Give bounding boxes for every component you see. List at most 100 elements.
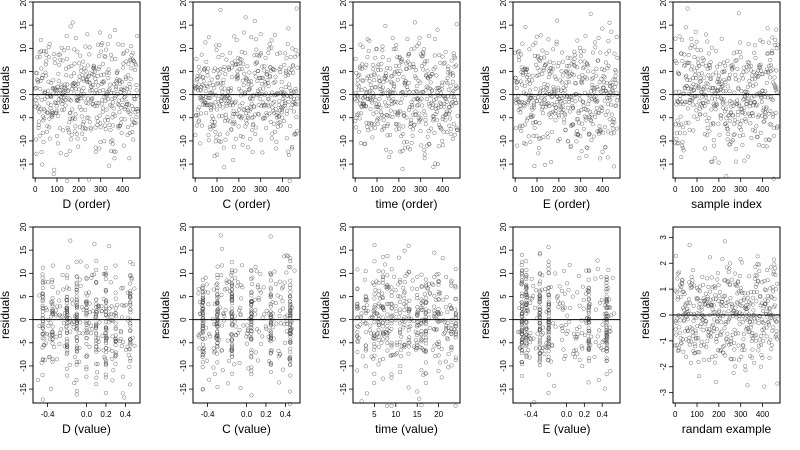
residual-point [378, 105, 383, 110]
residual-point [39, 360, 44, 365]
residual-point [287, 71, 293, 76]
residual-point [214, 107, 220, 112]
residual-point [90, 96, 95, 101]
residual-point [699, 321, 704, 326]
residual-point [130, 107, 136, 112]
residual-point [135, 106, 140, 112]
residual-point [395, 77, 400, 82]
residual-point [737, 310, 742, 315]
residual-point [406, 243, 411, 248]
residual-point [72, 61, 77, 66]
residual-point [546, 266, 551, 271]
residual-point [57, 62, 62, 67]
residual-point [758, 342, 764, 348]
residual-point [273, 79, 278, 84]
residual-point [208, 106, 213, 111]
residual-point [84, 320, 89, 326]
residual-point [105, 115, 110, 120]
residual-point [226, 358, 232, 363]
residual-point [114, 81, 119, 86]
residual-point [126, 352, 131, 357]
residual-point [683, 100, 688, 105]
residual-point [518, 107, 523, 112]
residual-point [725, 127, 731, 132]
residual-point [376, 321, 381, 326]
residual-point [769, 96, 774, 102]
residual-point [402, 280, 407, 285]
residual-point [215, 343, 220, 348]
residual-point [64, 152, 69, 158]
residual-point [128, 323, 133, 328]
residual-point [128, 259, 133, 265]
residual-point [278, 105, 284, 110]
residual-point [288, 256, 293, 261]
y-tick-label: -15 [19, 383, 28, 395]
residual-point [519, 52, 524, 57]
residual-point [678, 336, 683, 341]
residual-point [560, 104, 565, 109]
residual-point [113, 338, 118, 343]
residual-point [40, 373, 45, 378]
residual-point [80, 331, 85, 336]
residual-point [519, 260, 525, 265]
residual-point [70, 20, 75, 25]
residual-point [389, 340, 394, 345]
residual-point [245, 328, 250, 333]
residual-point [52, 57, 57, 62]
residual-point [205, 103, 210, 108]
residual-point [419, 301, 424, 306]
x-tick-label: 200 [392, 185, 406, 194]
residual-point [733, 331, 738, 336]
residual-point [94, 330, 99, 335]
residual-point [372, 243, 377, 248]
residual-point [515, 79, 520, 84]
residual-point [600, 149, 605, 154]
residual-point [46, 101, 51, 106]
residual-point [737, 50, 743, 55]
residual-point [393, 99, 398, 104]
x-tick-label: 300 [254, 185, 268, 194]
residual-point [763, 89, 768, 94]
plot-frame [512, 226, 621, 404]
plot-frame [352, 1, 461, 179]
residual-point [416, 115, 421, 121]
residual-point [755, 74, 760, 79]
residual-point [586, 277, 591, 282]
residual-point [236, 107, 241, 112]
residual-point [742, 291, 747, 296]
residual-point [563, 127, 568, 132]
residual-point [696, 360, 701, 365]
residual-point [40, 397, 45, 402]
residual-point [562, 356, 567, 361]
residual-point [552, 74, 557, 79]
residual-point [744, 309, 749, 315]
residual-point [684, 120, 689, 125]
residual-point [431, 314, 437, 319]
residual-point [94, 349, 99, 354]
residual-point [438, 91, 444, 96]
residual-point [713, 48, 719, 53]
residual-point [387, 154, 392, 160]
residual-point [110, 378, 115, 383]
y-tick-label: 10 [499, 43, 508, 52]
residual-point [556, 304, 561, 309]
residual-point [587, 114, 592, 119]
residual-point [286, 253, 291, 259]
residual-point [383, 23, 388, 28]
residual-point [520, 326, 525, 331]
residual-point [529, 276, 534, 281]
residual-point [397, 330, 403, 335]
residual-point [689, 67, 694, 72]
residual-point [412, 122, 417, 127]
residual-point [696, 85, 702, 90]
y-tick-label: 0 [179, 317, 188, 322]
residual-point [63, 97, 68, 103]
residual-point [291, 90, 296, 95]
residual-point [114, 86, 119, 91]
residual-point [685, 6, 690, 11]
residual-point [84, 126, 89, 132]
y-axis-label: residuals [0, 66, 12, 114]
residual-point [746, 64, 751, 69]
residual-point [602, 386, 607, 391]
residual-point [253, 308, 258, 313]
